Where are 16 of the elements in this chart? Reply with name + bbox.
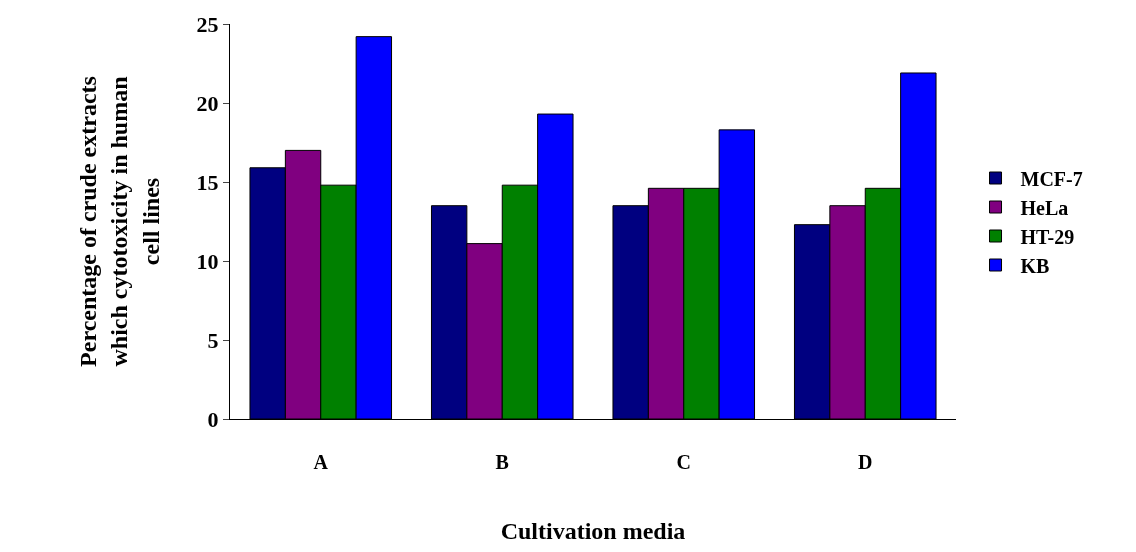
x-tick-label: D (858, 451, 873, 473)
y-tick-label: 5 (207, 327, 219, 353)
legend-label: MCF-7 (1020, 167, 1083, 190)
legend-label: HT-29 (1020, 225, 1075, 248)
y-tick-label: 25 (196, 11, 219, 37)
x-axis-title: Cultivation media (500, 518, 686, 545)
y-axis-title: Percentage of crude extracts which cytotoxicity in human cell lines (75, 76, 164, 367)
y-tick-label: 10 (196, 248, 219, 274)
y-tick-label: 15 (196, 169, 219, 195)
x-tick-label: A (313, 451, 329, 473)
y-tick-label: 0 (207, 406, 219, 432)
x-tick-label: C (676, 451, 691, 473)
y-tick-label: 20 (196, 90, 219, 116)
legend-label: HeLa (1020, 196, 1069, 219)
x-tick-label: B (495, 451, 509, 473)
legend-label: KB (1020, 254, 1050, 277)
